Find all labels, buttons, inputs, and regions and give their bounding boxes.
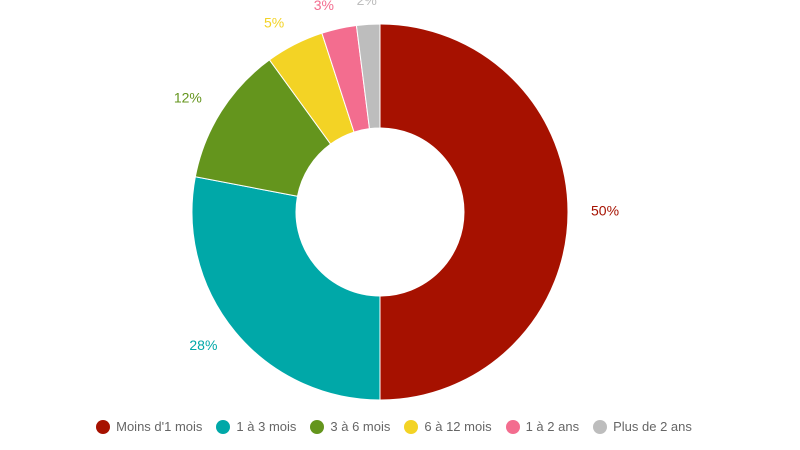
legend-label-2: 3 à 6 mois	[330, 419, 391, 434]
slice-label-3: 5%	[264, 15, 284, 31]
legend-label-3: 6 à 12 mois	[424, 419, 492, 434]
legend: Moins d'1 mois 1 à 3 mois 3 à 6 mois 6 à 12…	[0, 419, 788, 434]
legend-item-2[interactable]: 3 à 6 mois	[310, 419, 390, 434]
slices-group	[191, 23, 569, 401]
legend-swatch-1	[216, 419, 231, 434]
labels-group: 50% 28% 12% 5% 3% 2%	[174, 0, 619, 353]
legend-label-5: Plus de 2 ans	[613, 419, 692, 434]
legend-item-1[interactable]: 1 à 3 mois	[216, 419, 296, 434]
legend-item-4[interactable]: 1 à 2 ans	[505, 419, 580, 434]
legend-item-3[interactable]: 6 à 12 mois	[404, 419, 492, 434]
slice-label-2: 12%	[174, 90, 202, 106]
slice-label-4: 3%	[314, 0, 334, 13]
legend-swatch-3	[404, 419, 419, 434]
legend-label-0: Moins d'1 mois	[116, 419, 203, 434]
legend-swatch-4	[505, 419, 520, 434]
slice-0[interactable]	[379, 23, 569, 401]
legend-item-0[interactable]: Moins d'1 mois	[96, 419, 202, 434]
slice-5[interactable]	[355, 23, 381, 130]
slice-label-1: 28%	[189, 337, 217, 353]
legend-item-5[interactable]: Plus de 2 ans	[593, 419, 692, 434]
legend-label-4: 1 à 2 ans	[525, 419, 580, 434]
legend-swatch-5	[593, 419, 608, 434]
legend-swatch-0	[96, 419, 111, 434]
slice-label-0: 50%	[591, 203, 619, 219]
slice-1[interactable]	[191, 176, 381, 401]
legend-swatch-2	[310, 419, 325, 434]
legend-label-1: 1 à 3 mois	[236, 419, 297, 434]
slice-label-5: 2%	[357, 0, 377, 8]
